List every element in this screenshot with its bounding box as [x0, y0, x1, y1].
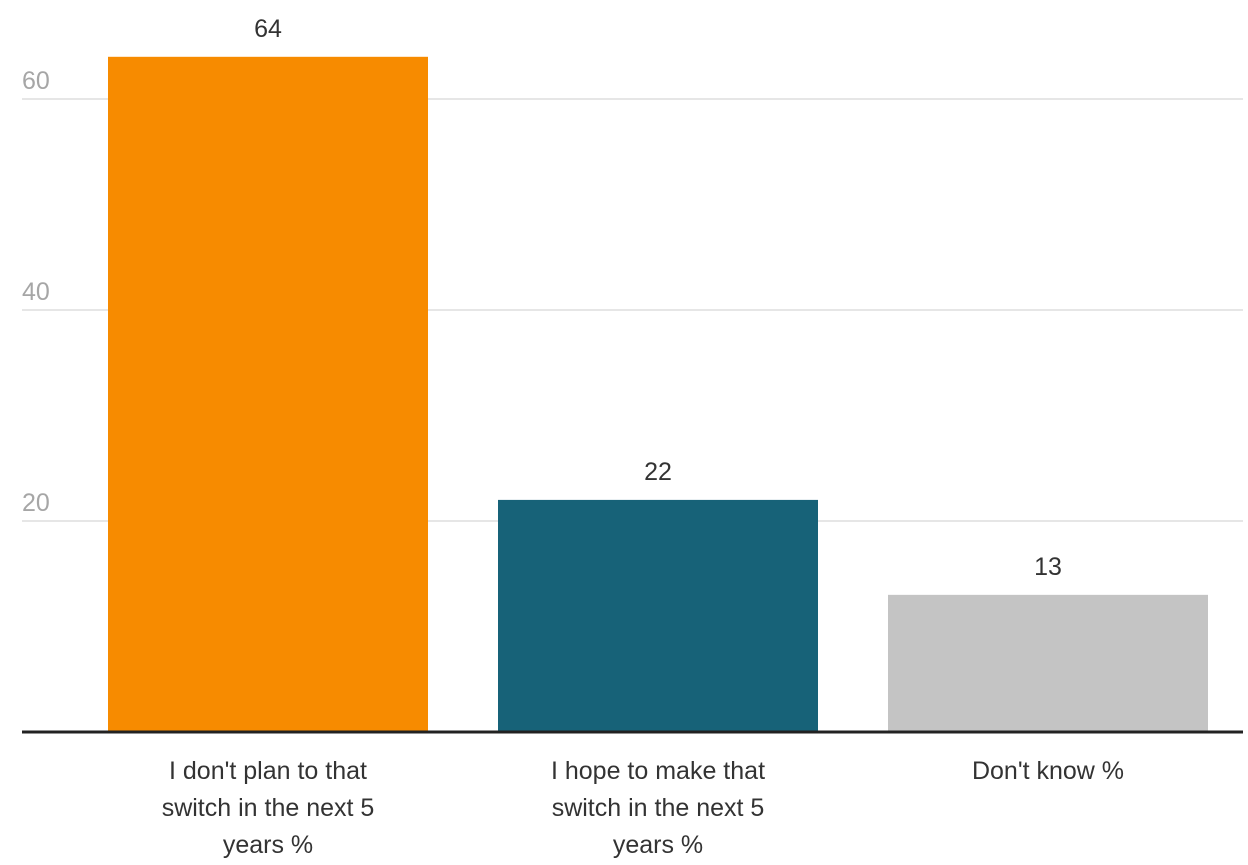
- x-tick-label: switch in the next 5: [552, 794, 765, 822]
- bars: [108, 56, 1208, 733]
- y-tick-label: 60: [22, 67, 50, 95]
- bar-value-label: 13: [1034, 553, 1062, 581]
- x-axis-category-labels: I don't plan to that switch in the next 5…: [162, 757, 1124, 859]
- bar-value-label: 64: [254, 15, 282, 43]
- x-tick-label: Don't know %: [972, 757, 1124, 785]
- x-tick-label: I hope to make that: [551, 757, 765, 785]
- x-tick-label: switch in the next 5: [162, 794, 375, 822]
- bar: [888, 594, 1208, 732]
- y-tick-label: 20: [22, 489, 50, 517]
- x-tick-label: I don't plan to that: [169, 757, 367, 785]
- x-tick-label: years %: [613, 831, 703, 859]
- bar: [108, 56, 428, 733]
- bar: [498, 499, 818, 732]
- x-tick-label: years %: [223, 831, 313, 859]
- value-labels: 64 22 13: [254, 15, 1062, 581]
- y-tick-label: 40: [22, 278, 50, 306]
- y-axis-tick-labels: 20 40 60: [22, 67, 50, 517]
- bar-value-label: 22: [644, 458, 672, 486]
